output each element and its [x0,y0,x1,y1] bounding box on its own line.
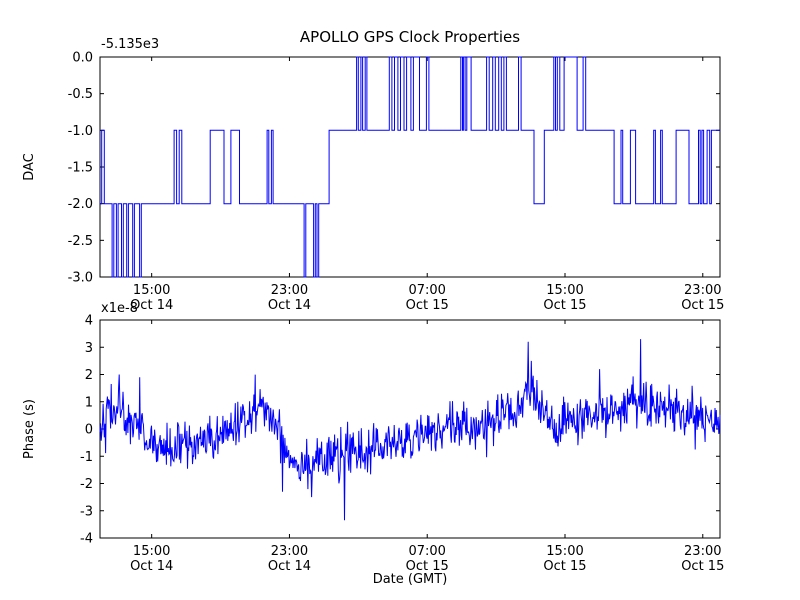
dac-y-tick-label: -0.5 [68,87,93,102]
dac-x-tick-date-label: Oct 15 [681,298,724,313]
phase-x-tick-time-label: 15:00 [546,544,583,559]
phase-x-tick-time-label: 23:00 [271,544,308,559]
phase-x-tick-date-label: Oct 14 [130,559,173,574]
dac-y-tick-label: 0.0 [72,51,93,66]
phase-y-tick-label: 0 [85,423,93,438]
dac-x-tick-time-label: 23:00 [684,283,721,298]
dac-y-tick-label: -3.0 [68,271,93,286]
dac-x-tick-time-label: 07:00 [408,283,445,298]
phase-y-tick-label: -1 [80,450,93,465]
phase-axis-multiplier-label: x1e-8 [101,301,138,316]
dac-series-line [100,56,720,278]
dac-x-tick-date-label: Oct 15 [543,298,586,313]
dac-axes-frame [99,56,721,278]
phase-x-tick-date-label: Oct 15 [406,559,449,574]
phase-x-tick-time-label: 23:00 [684,544,721,559]
phase-x-tick-date-label: Oct 15 [543,559,586,574]
phase-x-tick-time-label: 07:00 [408,544,445,559]
dac-y-tick-label: -1.0 [68,124,93,139]
phase-y-tick-label: -2 [80,477,93,492]
phase-axes-frame [99,319,721,539]
dac-y-tick-label: -2.5 [68,234,93,249]
dac-x-tick-time-label: 15:00 [133,283,170,298]
dac-x-tick-date-label: Oct 15 [406,298,449,313]
x-axis-label: Date (GMT) [372,572,448,587]
phase-y-tick-label: 3 [85,341,93,356]
phase-y-tick-label: -3 [80,504,93,519]
dac-axis-label: DAC [21,153,37,181]
dac-axis-offset-label: -5.135e3 [101,37,160,52]
phase-x-tick-time-label: 15:00 [133,544,170,559]
phase-x-tick-date-label: Oct 15 [681,559,724,574]
dac-x-tick-date-label: Oct 14 [130,298,173,313]
dac-y-tick-label: -2.0 [68,197,93,212]
phase-series-line [99,339,721,521]
dac-x-tick-time-label: 15:00 [546,283,583,298]
chart-title: APOLLO GPS Clock Properties [299,28,521,46]
phase-y-tick-label: 4 [85,314,93,329]
phase-y-tick-label: 2 [85,368,93,383]
phase-y-tick-label: 1 [85,395,93,410]
dac-y-tick-label: -1.5 [68,161,93,176]
phase-y-tick-label: -4 [80,532,93,547]
phase-axis-label: Phase (s) [21,399,37,459]
phase-x-tick-date-label: Oct 14 [268,559,311,574]
dac-x-tick-time-label: 23:00 [271,283,308,298]
dac-x-tick-date-label: Oct 14 [268,298,311,313]
